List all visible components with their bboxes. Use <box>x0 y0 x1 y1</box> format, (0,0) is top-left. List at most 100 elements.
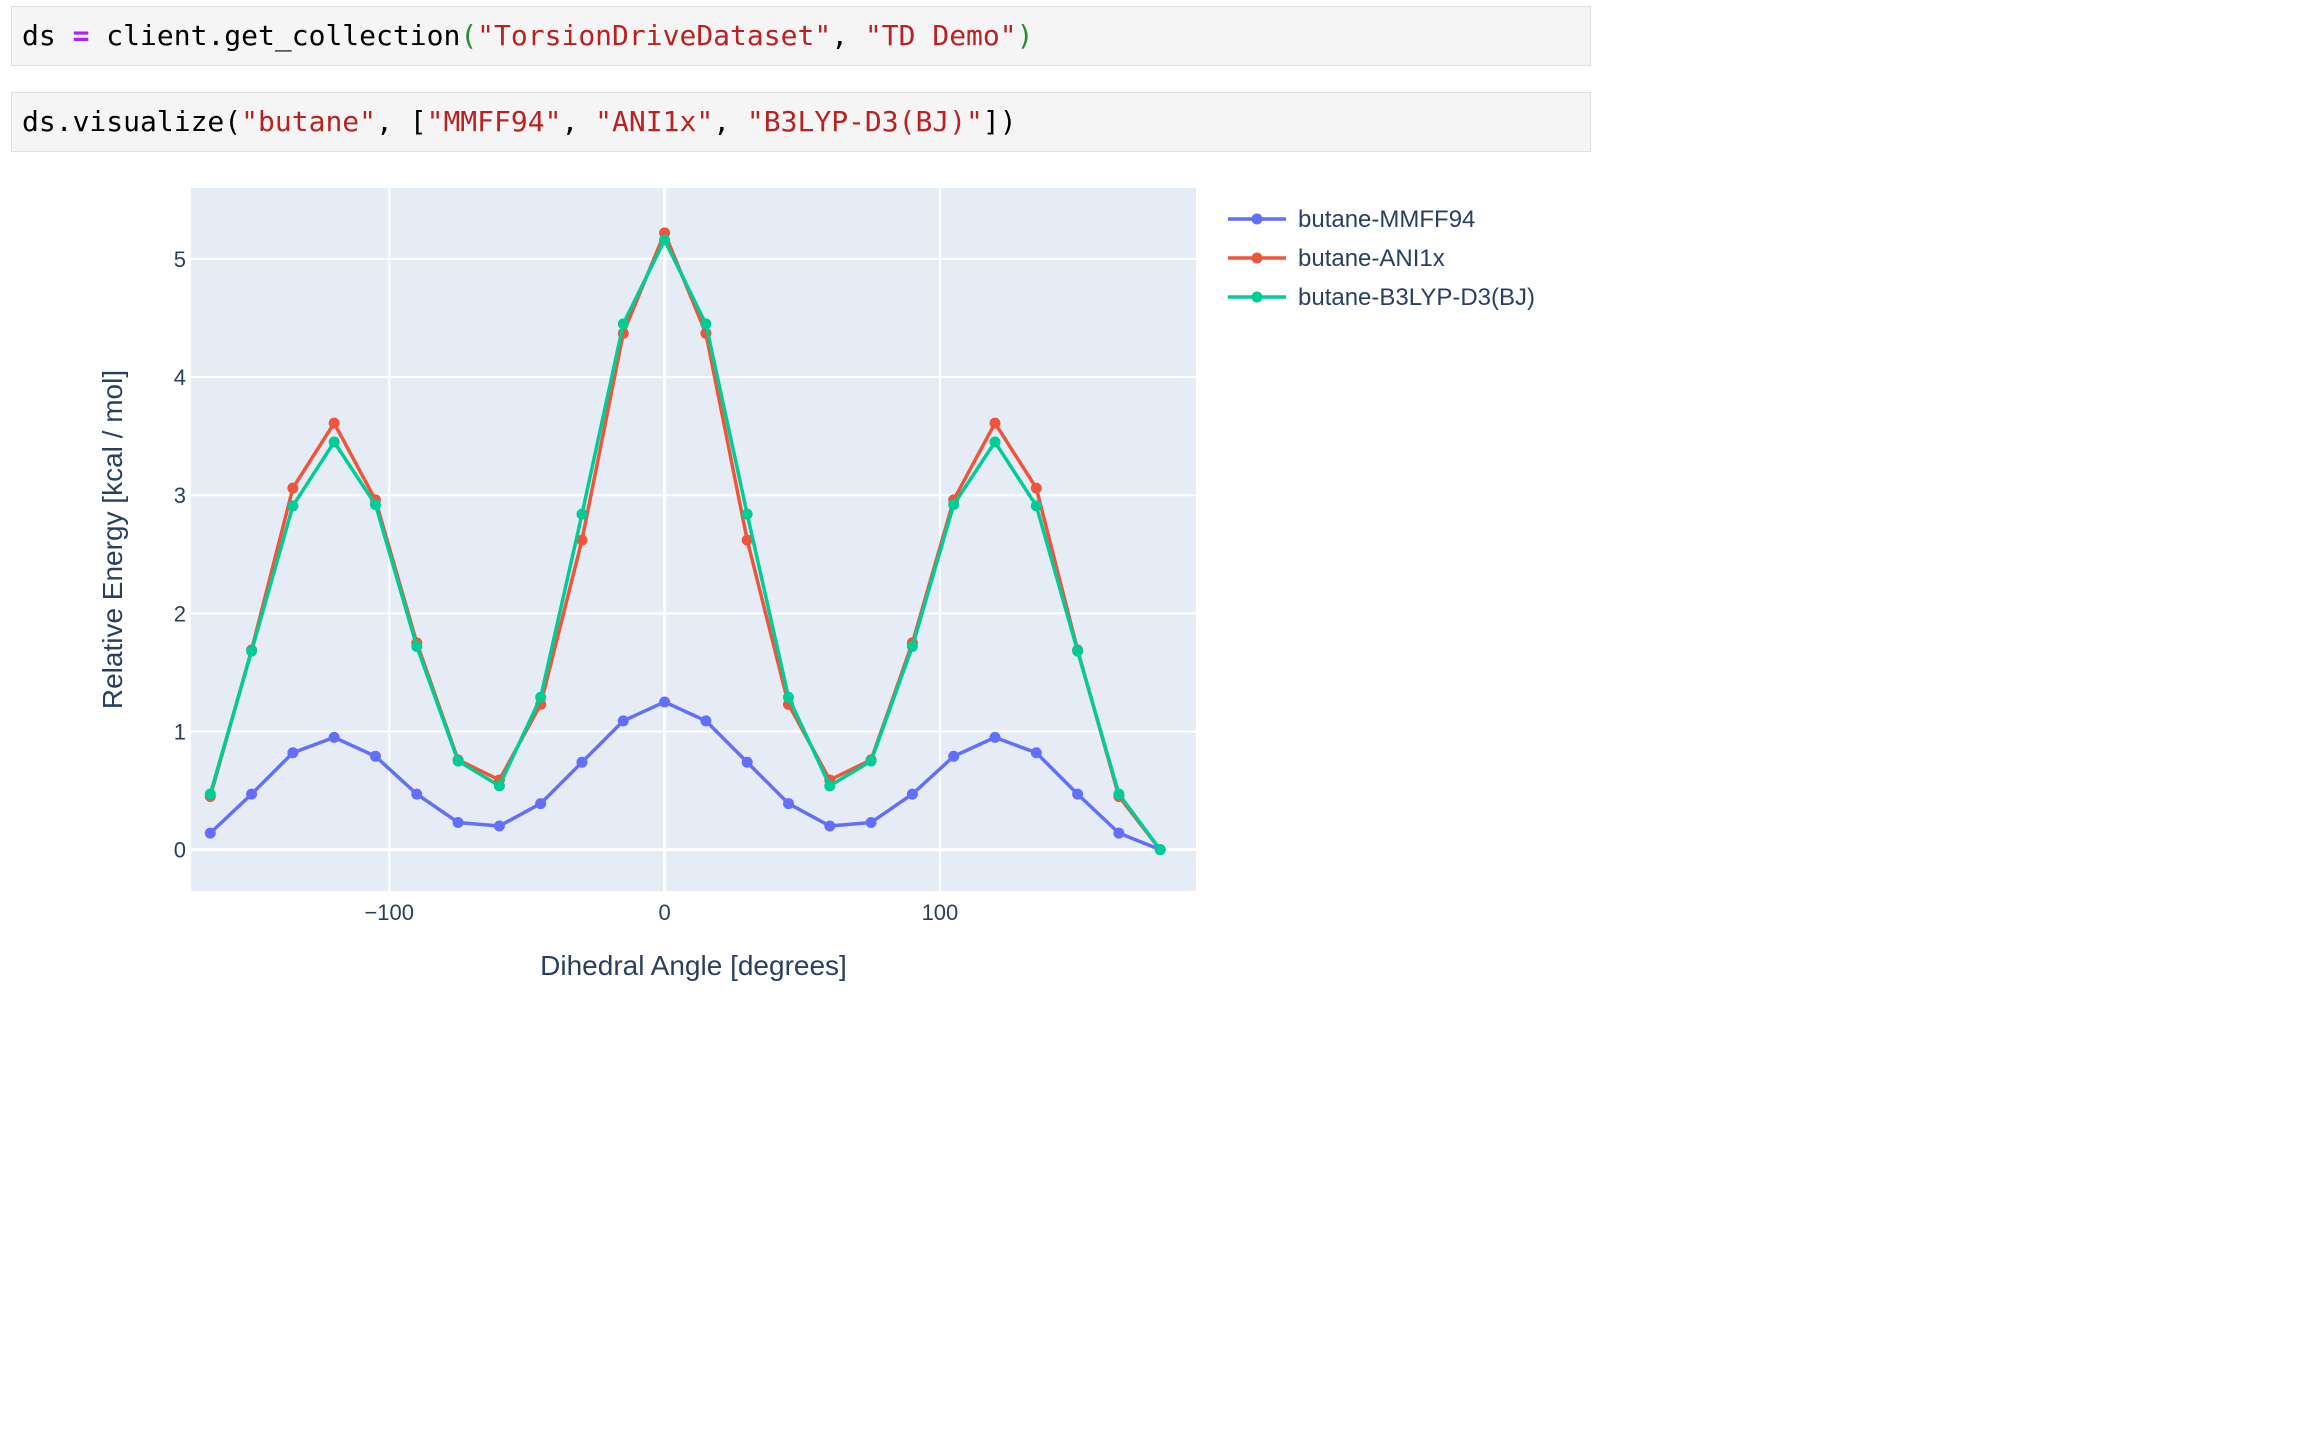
data-point[interactable] <box>452 755 464 767</box>
code-token: "B3LYP-D3(BJ)" <box>746 105 983 138</box>
data-point[interactable] <box>369 499 381 511</box>
legend-label: butane-B3LYP-D3(BJ) <box>1298 284 1535 311</box>
data-point[interactable] <box>906 788 918 800</box>
data-point[interactable] <box>906 640 918 652</box>
data-point[interactable] <box>1154 844 1166 856</box>
legend-label: butane-MMFF94 <box>1298 206 1475 233</box>
data-point[interactable] <box>287 747 299 759</box>
data-point[interactable] <box>1030 500 1042 512</box>
data-point[interactable] <box>659 234 671 246</box>
data-point[interactable] <box>617 318 629 330</box>
data-point[interactable] <box>287 500 299 512</box>
data-point[interactable] <box>1113 788 1125 800</box>
data-point[interactable] <box>741 534 753 546</box>
code-cell-visualize[interactable]: ds.visualize("butane", ["MMFF94", "ANI1x… <box>11 92 1591 152</box>
data-point[interactable] <box>865 816 877 828</box>
legend[interactable]: butane-MMFF94 butane-ANI1x butane-B3LYP-D3… <box>1228 206 1535 311</box>
code-token: ]) <box>982 105 1017 138</box>
data-point[interactable] <box>369 750 381 762</box>
legend-label: butane-ANI1x <box>1298 245 1445 272</box>
series-butane-b3lyp-d3-bj[interactable] <box>204 234 1166 856</box>
data-point[interactable] <box>1072 788 1084 800</box>
legend-item[interactable]: butane-MMFF94 <box>1228 206 1475 233</box>
data-point[interactable] <box>535 691 547 703</box>
data-point[interactable] <box>741 756 753 768</box>
data-point[interactable] <box>411 640 423 652</box>
series-line[interactable] <box>208 238 1162 851</box>
data-point[interactable] <box>741 508 753 520</box>
data-point[interactable] <box>782 691 794 703</box>
data-point[interactable] <box>328 436 340 448</box>
code-token: , <box>713 105 747 138</box>
y-tick-label: 2 <box>174 601 186 626</box>
tick-labels: −100 0 100 0 1 2 3 4 5 <box>174 247 959 925</box>
data-point[interactable] <box>452 816 464 828</box>
code-token: ( <box>460 19 478 52</box>
data-point[interactable] <box>576 508 588 520</box>
data-point[interactable] <box>1113 827 1125 839</box>
data-point[interactable] <box>865 755 877 767</box>
data-point[interactable] <box>1030 482 1042 494</box>
data-point[interactable] <box>1030 747 1042 759</box>
code-token: "butane" <box>241 105 377 138</box>
series-butane-mmff94[interactable] <box>204 696 1166 856</box>
data-point[interactable] <box>989 731 1001 743</box>
data-point[interactable] <box>617 715 629 727</box>
data-point[interactable] <box>411 788 423 800</box>
code-token: "TD Demo" <box>864 19 1017 52</box>
legend-swatch-marker <box>1251 213 1263 225</box>
data-point[interactable] <box>700 318 712 330</box>
data-point[interactable] <box>493 820 505 832</box>
code-cell-get-collection[interactable]: ds = client.get_collection("TorsionDrive… <box>11 6 1591 66</box>
data-point[interactable] <box>493 780 505 792</box>
y-tick-label: 5 <box>174 247 186 272</box>
data-point[interactable] <box>576 534 588 546</box>
x-axis-title: Dihedral Angle [degrees] <box>540 950 847 981</box>
y-axis-title: Relative Energy [kcal / mol] <box>97 370 128 709</box>
code-token: ) <box>1016 19 1034 52</box>
data-point[interactable] <box>989 417 1001 429</box>
data-point[interactable] <box>246 788 258 800</box>
data-point[interactable] <box>989 436 1001 448</box>
data-point[interactable] <box>535 798 547 810</box>
y-tick-label: 0 <box>174 838 186 863</box>
data-point[interactable] <box>948 750 960 762</box>
legend-swatch-marker <box>1251 252 1263 264</box>
data-point[interactable] <box>782 798 794 810</box>
data-point[interactable] <box>204 827 216 839</box>
series-line[interactable] <box>209 700 1161 852</box>
data-point[interactable] <box>824 780 836 792</box>
y-tick-label: 1 <box>174 719 186 744</box>
code-token: , <box>831 19 865 52</box>
x-tick-label: 0 <box>658 900 670 925</box>
data-point[interactable] <box>1072 645 1084 657</box>
x-tick-label: −100 <box>364 900 414 925</box>
x-tick-label: 100 <box>922 900 959 925</box>
legend-item[interactable]: butane-ANI1x <box>1228 245 1445 272</box>
code-token: ds.visualize( <box>22 105 242 138</box>
code-token: , <box>561 105 596 138</box>
y-tick-label: 3 <box>174 483 186 508</box>
data-point[interactable] <box>948 499 960 511</box>
data-point[interactable] <box>659 696 671 708</box>
y-tick-label: 4 <box>174 365 186 390</box>
data-point[interactable] <box>824 820 836 832</box>
legend-item[interactable]: butane-B3LYP-D3(BJ) <box>1228 284 1535 311</box>
code-token: ds <box>22 19 56 52</box>
code-token: "MMFF94" <box>426 105 562 138</box>
data-point[interactable] <box>328 731 340 743</box>
code-token: "ANI1x" <box>595 105 714 138</box>
code-token: = <box>72 19 90 52</box>
data-point[interactable] <box>328 417 340 429</box>
data-point[interactable] <box>287 482 299 494</box>
code-token: client.get_collection <box>106 19 461 52</box>
data-point[interactable] <box>246 645 258 657</box>
data-point[interactable] <box>576 756 588 768</box>
code-token: "TorsionDriveDataset" <box>477 19 832 52</box>
legend-swatch-marker <box>1251 291 1263 303</box>
data-point[interactable] <box>204 788 216 800</box>
code-token: , [ <box>376 105 427 138</box>
series-layer <box>204 227 1166 856</box>
data-point[interactable] <box>700 715 712 727</box>
